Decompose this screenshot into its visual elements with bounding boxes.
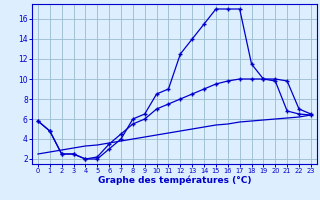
X-axis label: Graphe des températures (°C): Graphe des températures (°C) xyxy=(98,176,251,185)
